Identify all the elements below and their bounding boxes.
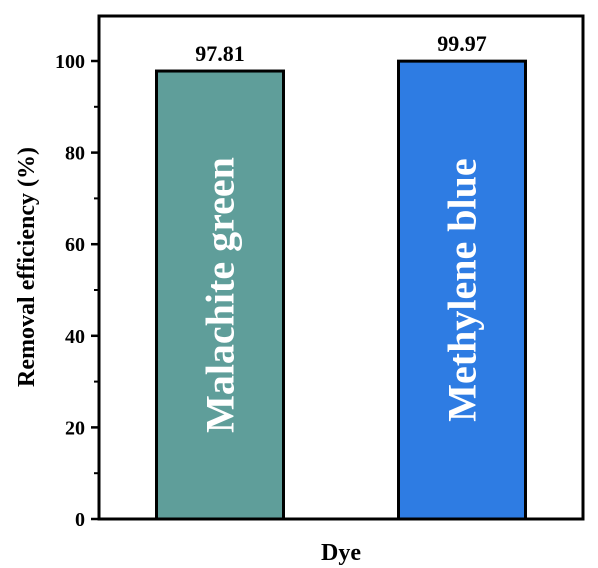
plot-frame — [97, 14, 585, 521]
bar-value-label: 99.97 — [437, 31, 487, 56]
bar — [397, 59, 527, 521]
y-tick-label: 60 — [65, 234, 85, 256]
bar — [155, 69, 285, 521]
y-tick-label: 20 — [65, 417, 85, 439]
bars-group: 97.81 Malachite green 99.97 Methylene blue — [155, 31, 527, 521]
x-axis-title: Dye — [321, 540, 361, 566]
category-label: Methylene blue — [440, 158, 485, 421]
y-tick-label: 100 — [55, 51, 85, 73]
bar-value-label: 97.81 — [195, 41, 245, 66]
category-label: Malachite green — [198, 157, 243, 433]
y-tick-label: 80 — [65, 143, 85, 165]
y-axis-ticks: 0 20 40 60 80 100 — [55, 51, 99, 531]
y-axis-title: Removal efficiency (%) — [14, 147, 40, 387]
y-tick-label: 0 — [75, 509, 85, 531]
y-tick-label: 40 — [65, 326, 85, 348]
